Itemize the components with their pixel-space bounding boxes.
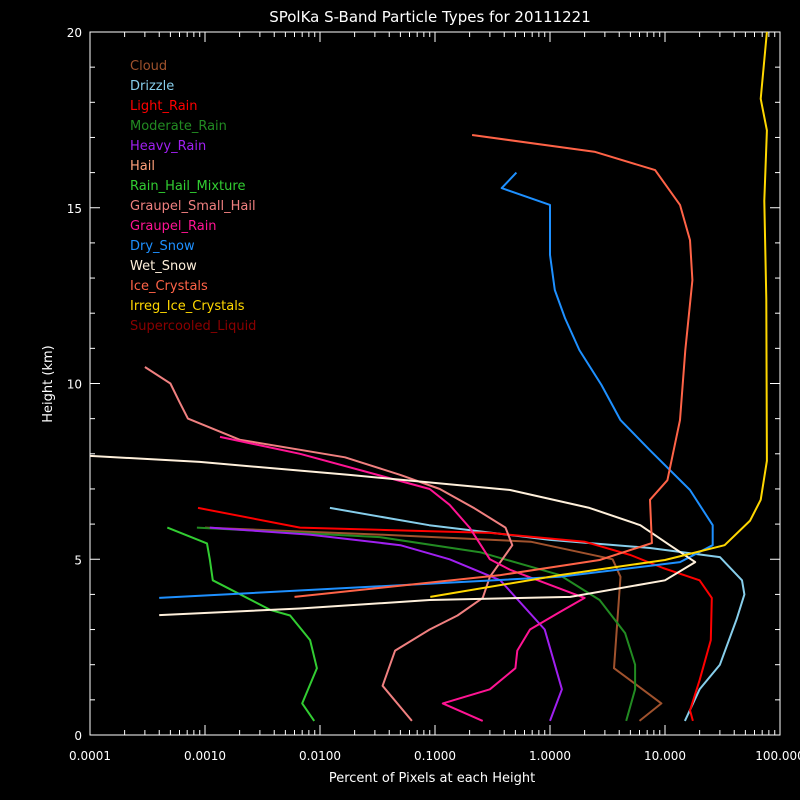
x-tick-label: 100.000 (755, 749, 800, 763)
series-line-moderate-rain (196, 526, 637, 722)
x-axis-label: Percent of Pixels at each Height (329, 771, 535, 786)
legend-entry-drizzle: Drizzle (130, 79, 174, 94)
series-line-heavy-rain (209, 526, 563, 722)
legend-entry-light-rain: Light_Rain (130, 99, 198, 114)
y-tick-label: 5 (74, 553, 82, 567)
legend-entry-wet-snow: Wet_Snow (130, 259, 197, 274)
x-tick-label: 0.0010 (184, 749, 226, 763)
legend-entry-rain-hail-mixture: Rain_Hail_Mixture (130, 179, 245, 194)
series-line-rain-hail-mixture (166, 526, 318, 722)
series-line-dry-snow (159, 171, 714, 599)
series-line-wet-snow (89, 454, 697, 617)
legend-entry-supercooled-liquid: Supercooled_Liquid (130, 319, 256, 334)
series-line-ice-crystals (294, 134, 694, 598)
y-tick-label: 20 (67, 26, 82, 40)
plot-frame (89, 31, 781, 736)
legend-entry-ice-crystals: Ice_Crystals (130, 279, 208, 294)
legend-entry-graupel-small-hail: Graupel_Small_Hail (130, 199, 256, 214)
series-line-irreg-ice-crystals (430, 31, 768, 598)
legend-entry-heavy-rain: Heavy_Rain (130, 139, 206, 154)
legend-entry-irreg-ice-crystals: Irreg_Ice_Crystals (130, 299, 245, 314)
series-line-graupel-rain (219, 435, 586, 722)
y-tick-label: 10 (67, 378, 82, 392)
legend-entry-moderate-rain: Moderate_Rain (130, 119, 227, 134)
x-tick-label: 10.000 (644, 749, 686, 763)
legend-entry-graupel-rain: Graupel_Rain (130, 219, 217, 234)
legend-entry-dry-snow: Dry_Snow (130, 239, 195, 254)
x-tick-label: 0.0100 (299, 749, 341, 763)
x-tick-label: 0.0001 (69, 749, 111, 763)
chart-title: SPolKa S-Band Particle Types for 2011122… (269, 8, 591, 26)
series-line-cloud (204, 526, 663, 722)
series-line-graupel-small-hail (144, 366, 514, 722)
x-tick-label: 1.0000 (529, 749, 571, 763)
series-lines (89, 31, 768, 722)
y-tick-label: 15 (67, 202, 82, 216)
series-line-light-rain (197, 506, 713, 722)
y-tick-label: 0 (74, 729, 82, 743)
axes: 0.0001 0.0010 0.0100 0.1000 1.0000 10.000 100.… (67, 26, 800, 763)
x-tick-label: 0.1000 (414, 749, 456, 763)
legend-entry-cloud: Cloud (130, 59, 167, 74)
legend-entry-hail: Hail (130, 159, 155, 174)
legend: Cloud Drizzle Light_Rain Moderate_Rain Heavy… (130, 59, 256, 334)
y-axis-label: Height (km) (41, 345, 56, 422)
